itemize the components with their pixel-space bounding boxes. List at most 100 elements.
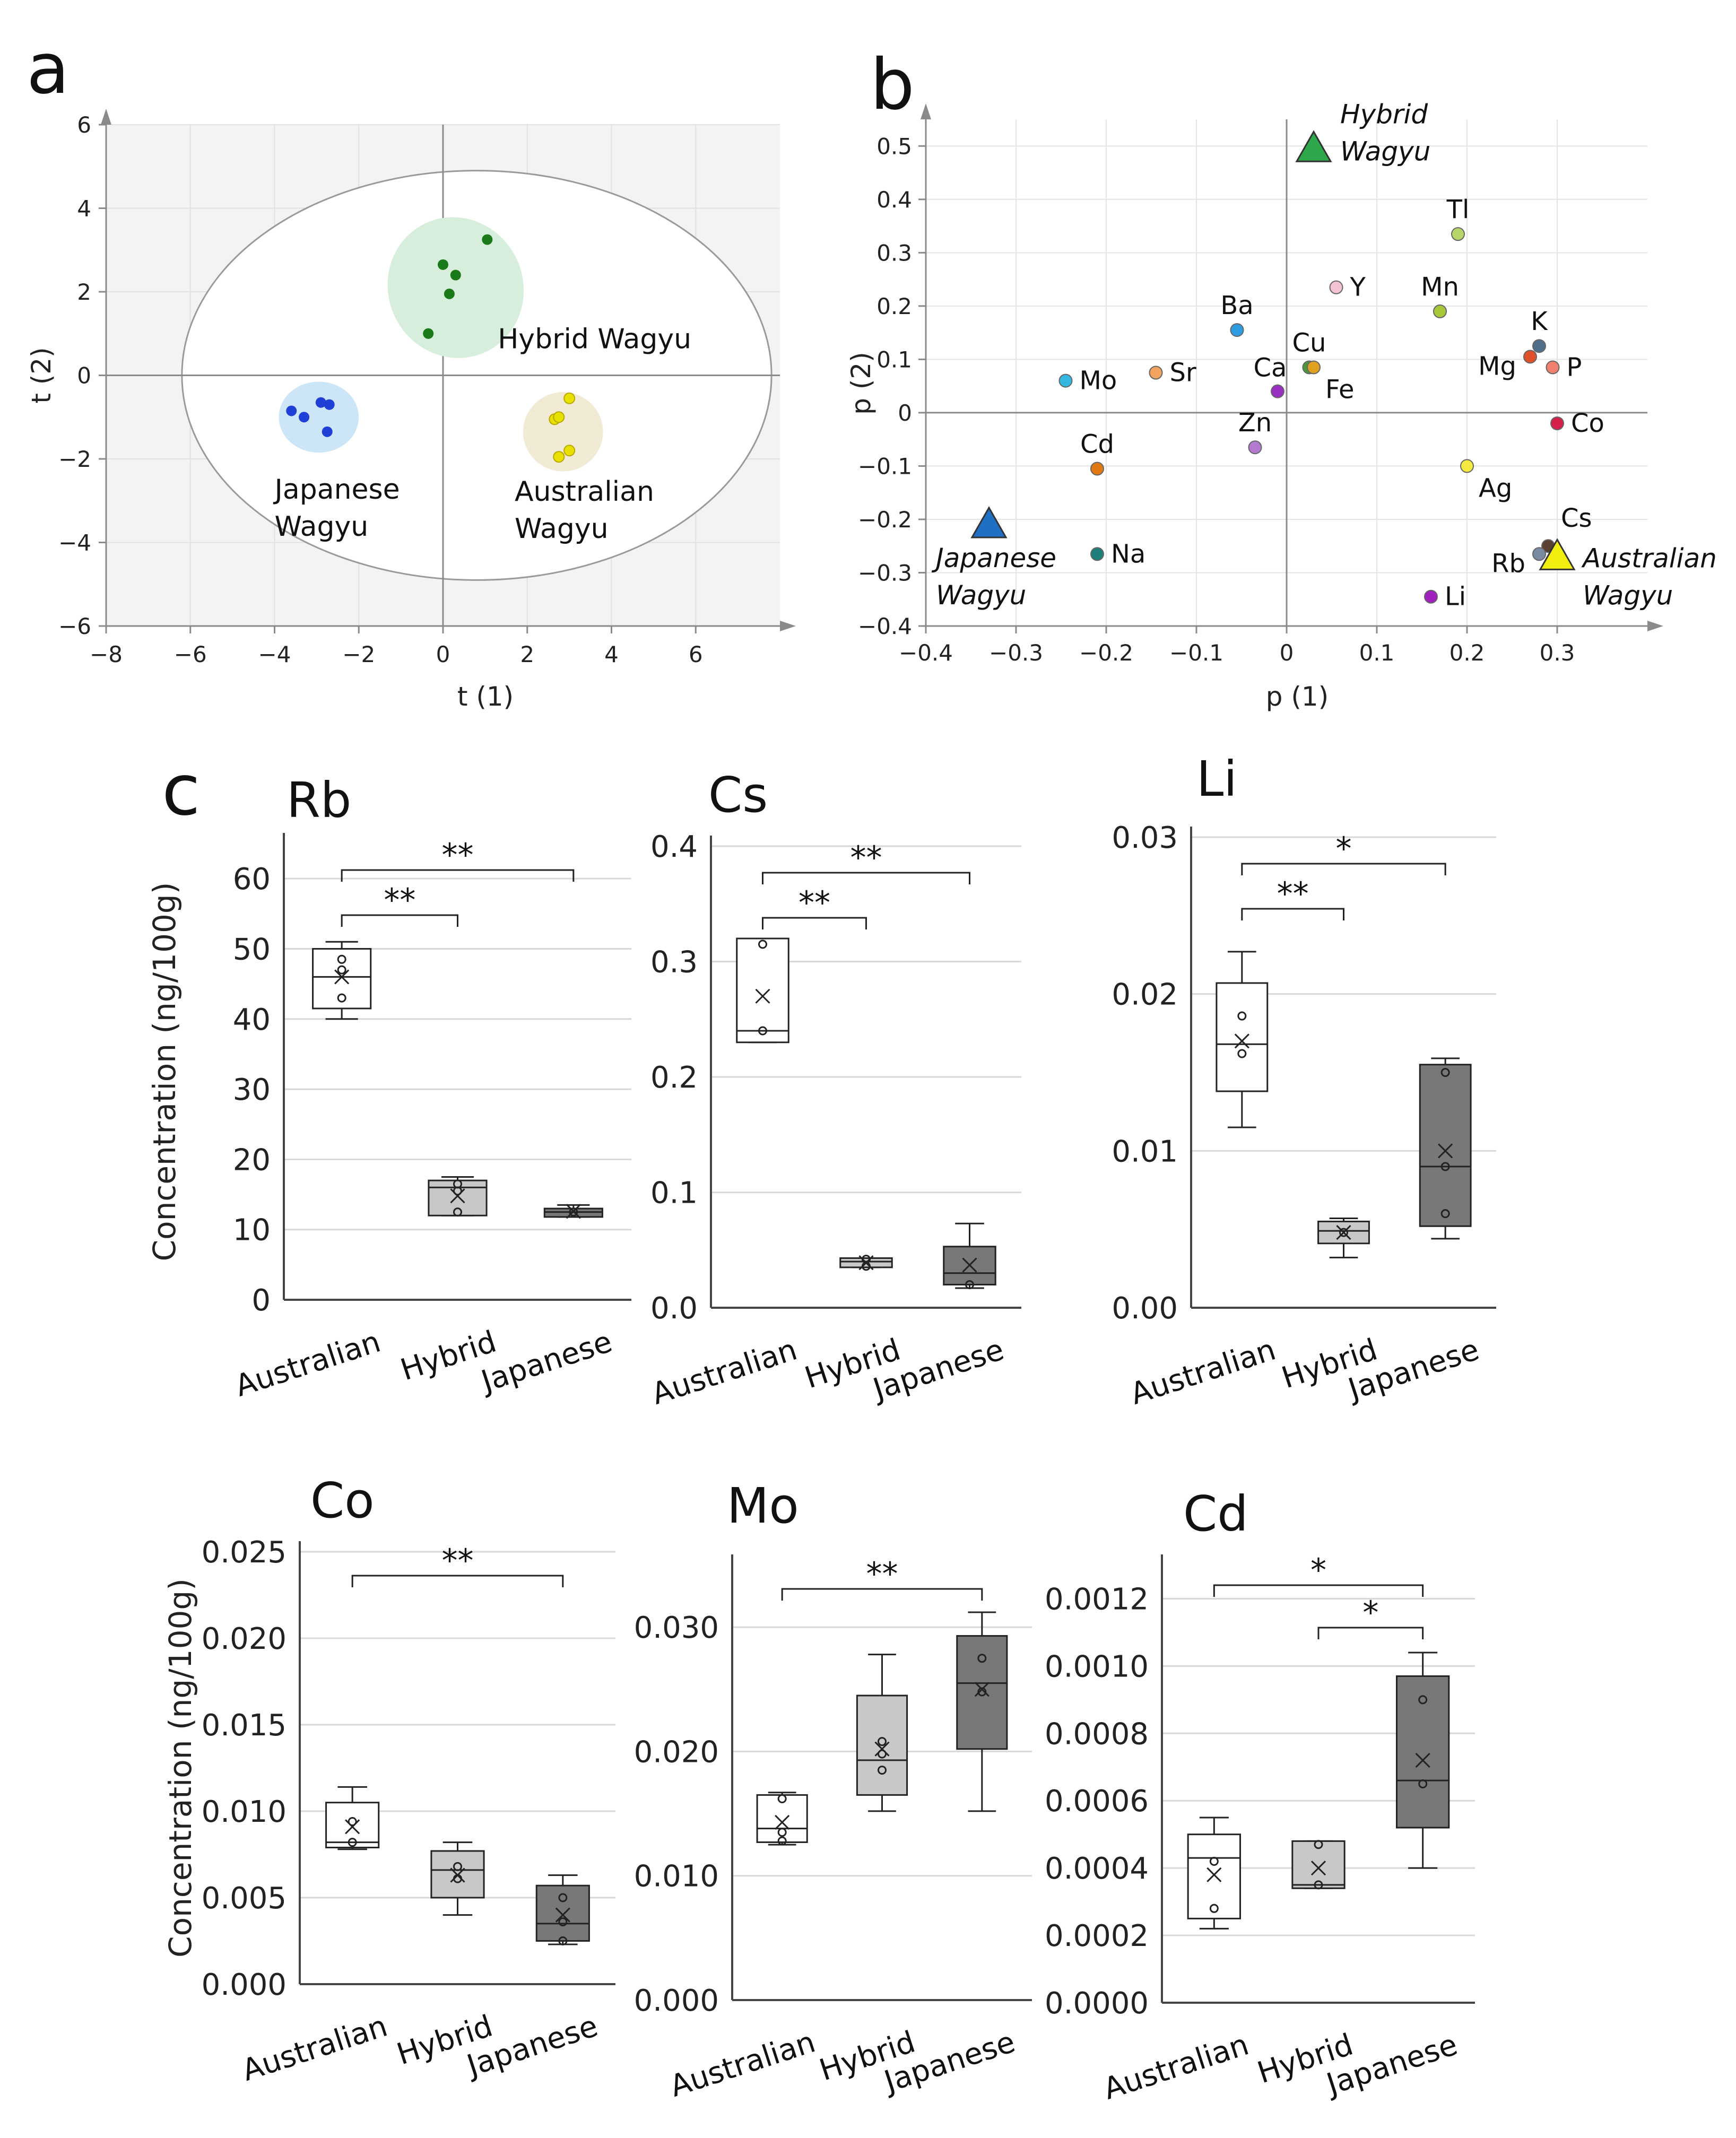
y-tick-label: −2 bbox=[58, 446, 91, 472]
data-point bbox=[965, 1280, 974, 1289]
box-iqr bbox=[1396, 1675, 1450, 1829]
mean-marker bbox=[1206, 1867, 1222, 1882]
group-halo bbox=[387, 217, 524, 358]
data-point bbox=[758, 1026, 767, 1036]
mean-marker bbox=[450, 1188, 465, 1204]
significance-bracket bbox=[1241, 908, 1344, 920]
y-tick-label: 0.020 bbox=[202, 1622, 287, 1656]
y-tick-label: 60 bbox=[233, 862, 271, 897]
loading-label: Mn bbox=[1421, 272, 1459, 302]
data-point bbox=[558, 1917, 568, 1927]
loading-point bbox=[1090, 462, 1104, 476]
significance-label: ** bbox=[850, 839, 882, 876]
x-tick-label: −0.3 bbox=[989, 640, 1043, 666]
significance-bracket bbox=[762, 872, 970, 884]
data-point bbox=[337, 965, 346, 975]
significance-bracket bbox=[1241, 863, 1446, 875]
category-label: Australian bbox=[666, 2024, 819, 2104]
data-point bbox=[1314, 1880, 1323, 1890]
significance-label: ** bbox=[1277, 875, 1309, 912]
mean-marker bbox=[858, 1255, 874, 1271]
y-tick-label: −6 bbox=[58, 613, 91, 639]
x-tick-label: 0.1 bbox=[1359, 640, 1395, 666]
y-tick-label: 0.025 bbox=[202, 1535, 287, 1570]
mean-marker bbox=[1415, 1753, 1430, 1768]
box-iqr bbox=[535, 1884, 590, 1942]
y-tick-label: 0.3 bbox=[876, 240, 912, 266]
loading-label: Cu bbox=[1292, 328, 1326, 358]
significance-label: ** bbox=[442, 1542, 474, 1579]
y-tick-label: 0.010 bbox=[634, 1859, 719, 1894]
data-point bbox=[758, 940, 767, 949]
y-tick-label: 0.2 bbox=[876, 293, 912, 319]
chart-title: Mo bbox=[727, 1478, 799, 1534]
y-tick-label: 0.000 bbox=[202, 1968, 287, 2002]
data-point bbox=[1237, 1049, 1247, 1058]
y-tick-label: 6 bbox=[77, 112, 91, 138]
loading-point bbox=[1546, 360, 1560, 375]
loading-label: Cd bbox=[1080, 429, 1114, 459]
boxplot-Li: Li0.000.010.020.03AustralianHybridJapane… bbox=[1112, 751, 1496, 1412]
data-point bbox=[1237, 1011, 1247, 1021]
score-point bbox=[553, 451, 565, 463]
score-point bbox=[482, 234, 493, 245]
y-tick-label: 30 bbox=[233, 1073, 271, 1107]
y-tick-label: 2 bbox=[77, 279, 91, 305]
y-tick-label: 0.0000 bbox=[1045, 1986, 1149, 2021]
y-tick-label: 0.5 bbox=[876, 133, 912, 159]
significance-label: * bbox=[1362, 1594, 1378, 1631]
y-tick-label: 4 bbox=[77, 196, 91, 222]
group-label: Australian bbox=[515, 476, 654, 508]
chart-title: Li bbox=[1196, 751, 1237, 807]
group-centroid-marker bbox=[1539, 538, 1576, 570]
mean-marker bbox=[1336, 1225, 1351, 1240]
data-point bbox=[878, 1737, 887, 1746]
x-axis-title: p (1) bbox=[1266, 681, 1329, 712]
x-tick-label: −6 bbox=[174, 641, 207, 667]
loading-point bbox=[1532, 339, 1546, 353]
mean-marker bbox=[974, 1682, 989, 1697]
score-point bbox=[322, 426, 333, 437]
data-point bbox=[558, 1936, 568, 1945]
y-tick-label: −0.1 bbox=[858, 453, 912, 479]
boxplot-Mo: Mo0.0000.0100.0200.030AustralianHybridJa… bbox=[634, 1478, 1032, 2104]
y-tick-label: 0.0004 bbox=[1045, 1852, 1149, 1886]
y-tick-label: 10 bbox=[233, 1213, 271, 1248]
boxplot-Rb: Rb 0 10 20 30 40 50 60 Concentration (ng/100g) Au… bbox=[146, 772, 631, 1404]
loading-label: Fe bbox=[1325, 375, 1355, 404]
x-tick-label: 2 bbox=[520, 641, 534, 667]
data-point bbox=[569, 1207, 578, 1217]
y-axis-title: Concentration (ng/100g) bbox=[146, 882, 183, 1262]
data-point bbox=[777, 1794, 787, 1803]
mean-marker bbox=[1234, 1033, 1249, 1049]
group-label: Japanese bbox=[273, 474, 400, 506]
data-point bbox=[777, 1828, 787, 1837]
score-point bbox=[563, 445, 576, 457]
panel-label-a: a bbox=[27, 28, 70, 110]
loading-label: Sr bbox=[1170, 358, 1196, 388]
data-point bbox=[337, 954, 346, 964]
y-tick-label: 40 bbox=[233, 1003, 271, 1037]
boxplot-Co: Co 0.000 0.005 0.010 0.015 0.020 0.025Concentr… bbox=[162, 1472, 615, 2088]
loading-label: Zn bbox=[1238, 408, 1272, 438]
x-axis-arrow bbox=[780, 621, 796, 631]
x-tick-label: −8 bbox=[90, 641, 123, 667]
mean-marker bbox=[334, 969, 350, 985]
data-point bbox=[348, 1817, 357, 1827]
group-centroid-label: Wagyu bbox=[1340, 136, 1430, 167]
y-tick-label: −0.4 bbox=[858, 613, 912, 639]
loading-label: Ca bbox=[1254, 353, 1287, 383]
data-point bbox=[777, 1836, 787, 1846]
y-tick-label: 0.010 bbox=[202, 1795, 287, 1829]
box-iqr bbox=[956, 1635, 1008, 1750]
group-centroid-label: Japanese bbox=[931, 543, 1056, 573]
panel-label-b: b bbox=[870, 44, 915, 126]
mean-marker bbox=[775, 1814, 790, 1830]
significance-bracket bbox=[762, 917, 867, 929]
y-tick-label: −0.3 bbox=[858, 560, 912, 586]
x-tick-label: −0.4 bbox=[899, 640, 953, 666]
y-tick-label: 50 bbox=[233, 932, 271, 967]
score-point bbox=[324, 399, 335, 410]
